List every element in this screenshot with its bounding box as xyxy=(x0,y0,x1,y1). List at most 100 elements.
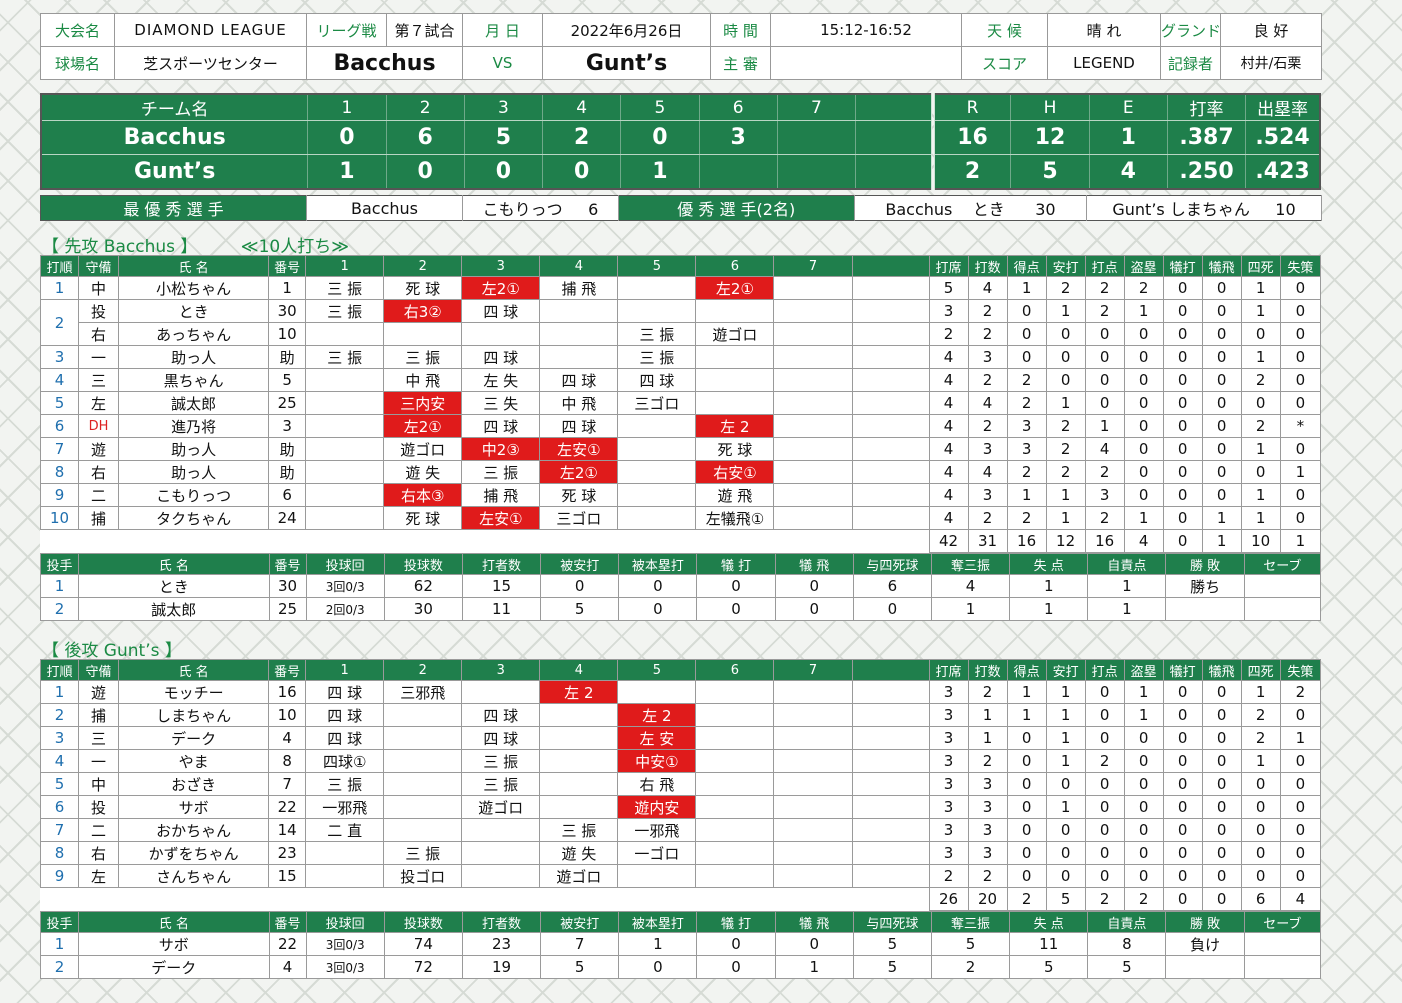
spacer xyxy=(462,888,540,911)
spacer xyxy=(851,841,930,865)
player-name: さんちゃん xyxy=(118,864,270,888)
total-stat: 26 xyxy=(928,887,969,911)
weather: 晴 れ xyxy=(1047,13,1161,47)
batting-average: .250 xyxy=(1167,154,1247,190)
time-label: 時 間 xyxy=(710,13,771,47)
batting-stat: 4 xyxy=(928,345,969,369)
pitching-stat: 負け xyxy=(1165,932,1245,956)
spacer xyxy=(851,818,930,842)
batting-stat: 2 xyxy=(1006,506,1047,530)
inning-score xyxy=(777,154,856,190)
batting-stat: 0 xyxy=(1123,368,1164,392)
batting-stat: 5 xyxy=(928,276,969,300)
batting-header: 四死 xyxy=(1240,255,1281,277)
excellent-label: 優 秀 選 手(2名) xyxy=(618,195,855,221)
scoreboard: チーム名 1 2 3 4 5 6 7 R H E 打率 出塁率 Bacchus 0 6 5 2 0 3 16 12 1.38… xyxy=(40,93,1321,190)
batting-stat: 2 xyxy=(967,864,1008,888)
hits: 5 xyxy=(1010,154,1090,190)
batting-stat: 2 xyxy=(967,680,1008,704)
at-bat-result xyxy=(305,391,385,415)
on-base-pct: .423 xyxy=(1245,154,1321,190)
at-bat-result xyxy=(617,506,697,530)
position: 一 xyxy=(78,345,120,369)
spacer xyxy=(269,888,306,911)
batting-stat: 0 xyxy=(1162,322,1203,346)
spacer xyxy=(696,530,774,553)
score-header: H xyxy=(1010,94,1090,121)
spacer xyxy=(851,772,930,796)
batting-header: 失策 xyxy=(1279,659,1322,681)
at-bat-result: 四 球 xyxy=(305,726,385,750)
batting-stat: 2 xyxy=(1084,506,1125,530)
batting-stat: 4 xyxy=(928,391,969,415)
pitching-stat: 62 xyxy=(383,574,463,598)
at-bat-result: 死 球 xyxy=(383,276,463,300)
bacchus-section-title: 【 先攻 Bacchus 】 ≪10人打ち≫ xyxy=(42,232,349,257)
pitching-header: 自責点 xyxy=(1087,553,1167,575)
position: 中 xyxy=(78,276,120,300)
batting-header: 6 xyxy=(695,659,775,681)
position: 中 xyxy=(78,772,120,796)
batting-stat: 0 xyxy=(1240,391,1281,415)
total-stat: 1 xyxy=(1201,529,1242,553)
at-bat-result: 四 球 xyxy=(305,703,385,727)
batting-stat: 1 xyxy=(1045,483,1086,507)
at-bat-result: 一ゴロ xyxy=(617,841,697,865)
at-bat-result xyxy=(773,749,853,773)
batting-header: 2 xyxy=(383,255,463,277)
ground-label: グランド xyxy=(1160,13,1221,47)
at-bat-result xyxy=(773,795,853,819)
spacer xyxy=(269,530,306,553)
position: 左 xyxy=(78,864,120,888)
player-number: 8 xyxy=(268,749,307,773)
player-name: やま xyxy=(118,749,270,773)
player-name: しまちゃん xyxy=(118,703,270,727)
player-number: 30 xyxy=(268,299,307,323)
batting-header: 打数 xyxy=(967,255,1008,277)
at-bat-result: 遊内安 xyxy=(617,795,697,819)
inning-score xyxy=(855,154,934,190)
at-bat-result: 四 球 xyxy=(461,703,541,727)
batting-stat: 0 xyxy=(1045,322,1086,346)
batting-header: 5 xyxy=(617,659,697,681)
batting-header: 打順 xyxy=(39,659,80,681)
at-bat-result: 投ゴロ xyxy=(383,864,463,888)
batting-order: 7 xyxy=(39,437,80,461)
batting-stat: 1 xyxy=(1240,680,1281,704)
position: DH xyxy=(78,414,120,438)
at-bat-result xyxy=(617,483,697,507)
position: 捕 xyxy=(78,703,120,727)
at-bat-result xyxy=(617,460,697,484)
batting-stat: 3 xyxy=(928,749,969,773)
at-bat-result xyxy=(773,680,853,704)
batting-stat: 0 xyxy=(1240,864,1281,888)
batting-stat: 2 xyxy=(928,322,969,346)
errors: 4 xyxy=(1089,154,1168,190)
batting-stat: 0 xyxy=(1045,368,1086,392)
position: 右 xyxy=(78,841,120,865)
pitching-header: 自責点 xyxy=(1087,911,1167,933)
spacer xyxy=(41,530,79,553)
pitching-stat: 1 xyxy=(1009,597,1089,621)
excellent-1-name: とき xyxy=(972,200,1005,219)
at-bat-result: 左2① xyxy=(539,460,619,484)
batting-stat: 0 xyxy=(1006,345,1047,369)
batting-stat: 0 xyxy=(1123,414,1164,438)
at-bat-result: 三邪飛 xyxy=(383,680,463,704)
batting-stat: 0 xyxy=(1123,841,1164,865)
at-bat-result: 三 振 xyxy=(617,322,697,346)
innings-pitched: 2回0/3 xyxy=(305,597,385,621)
player-number: 24 xyxy=(268,506,307,530)
position: 投 xyxy=(78,299,120,323)
batting-stat: 2 xyxy=(967,322,1008,346)
batting-stat: 0 xyxy=(1045,818,1086,842)
pitching-header: 奪三振 xyxy=(930,911,1011,933)
innings-pitched: 3回0/3 xyxy=(305,574,385,598)
at-bat-result: 左安① xyxy=(461,506,541,530)
at-bat-result: 遊ゴロ xyxy=(383,437,463,461)
batting-stat: 0 xyxy=(1006,864,1047,888)
pitching-stat: 5 xyxy=(540,597,620,621)
pitching-stat: 0 xyxy=(618,597,698,621)
